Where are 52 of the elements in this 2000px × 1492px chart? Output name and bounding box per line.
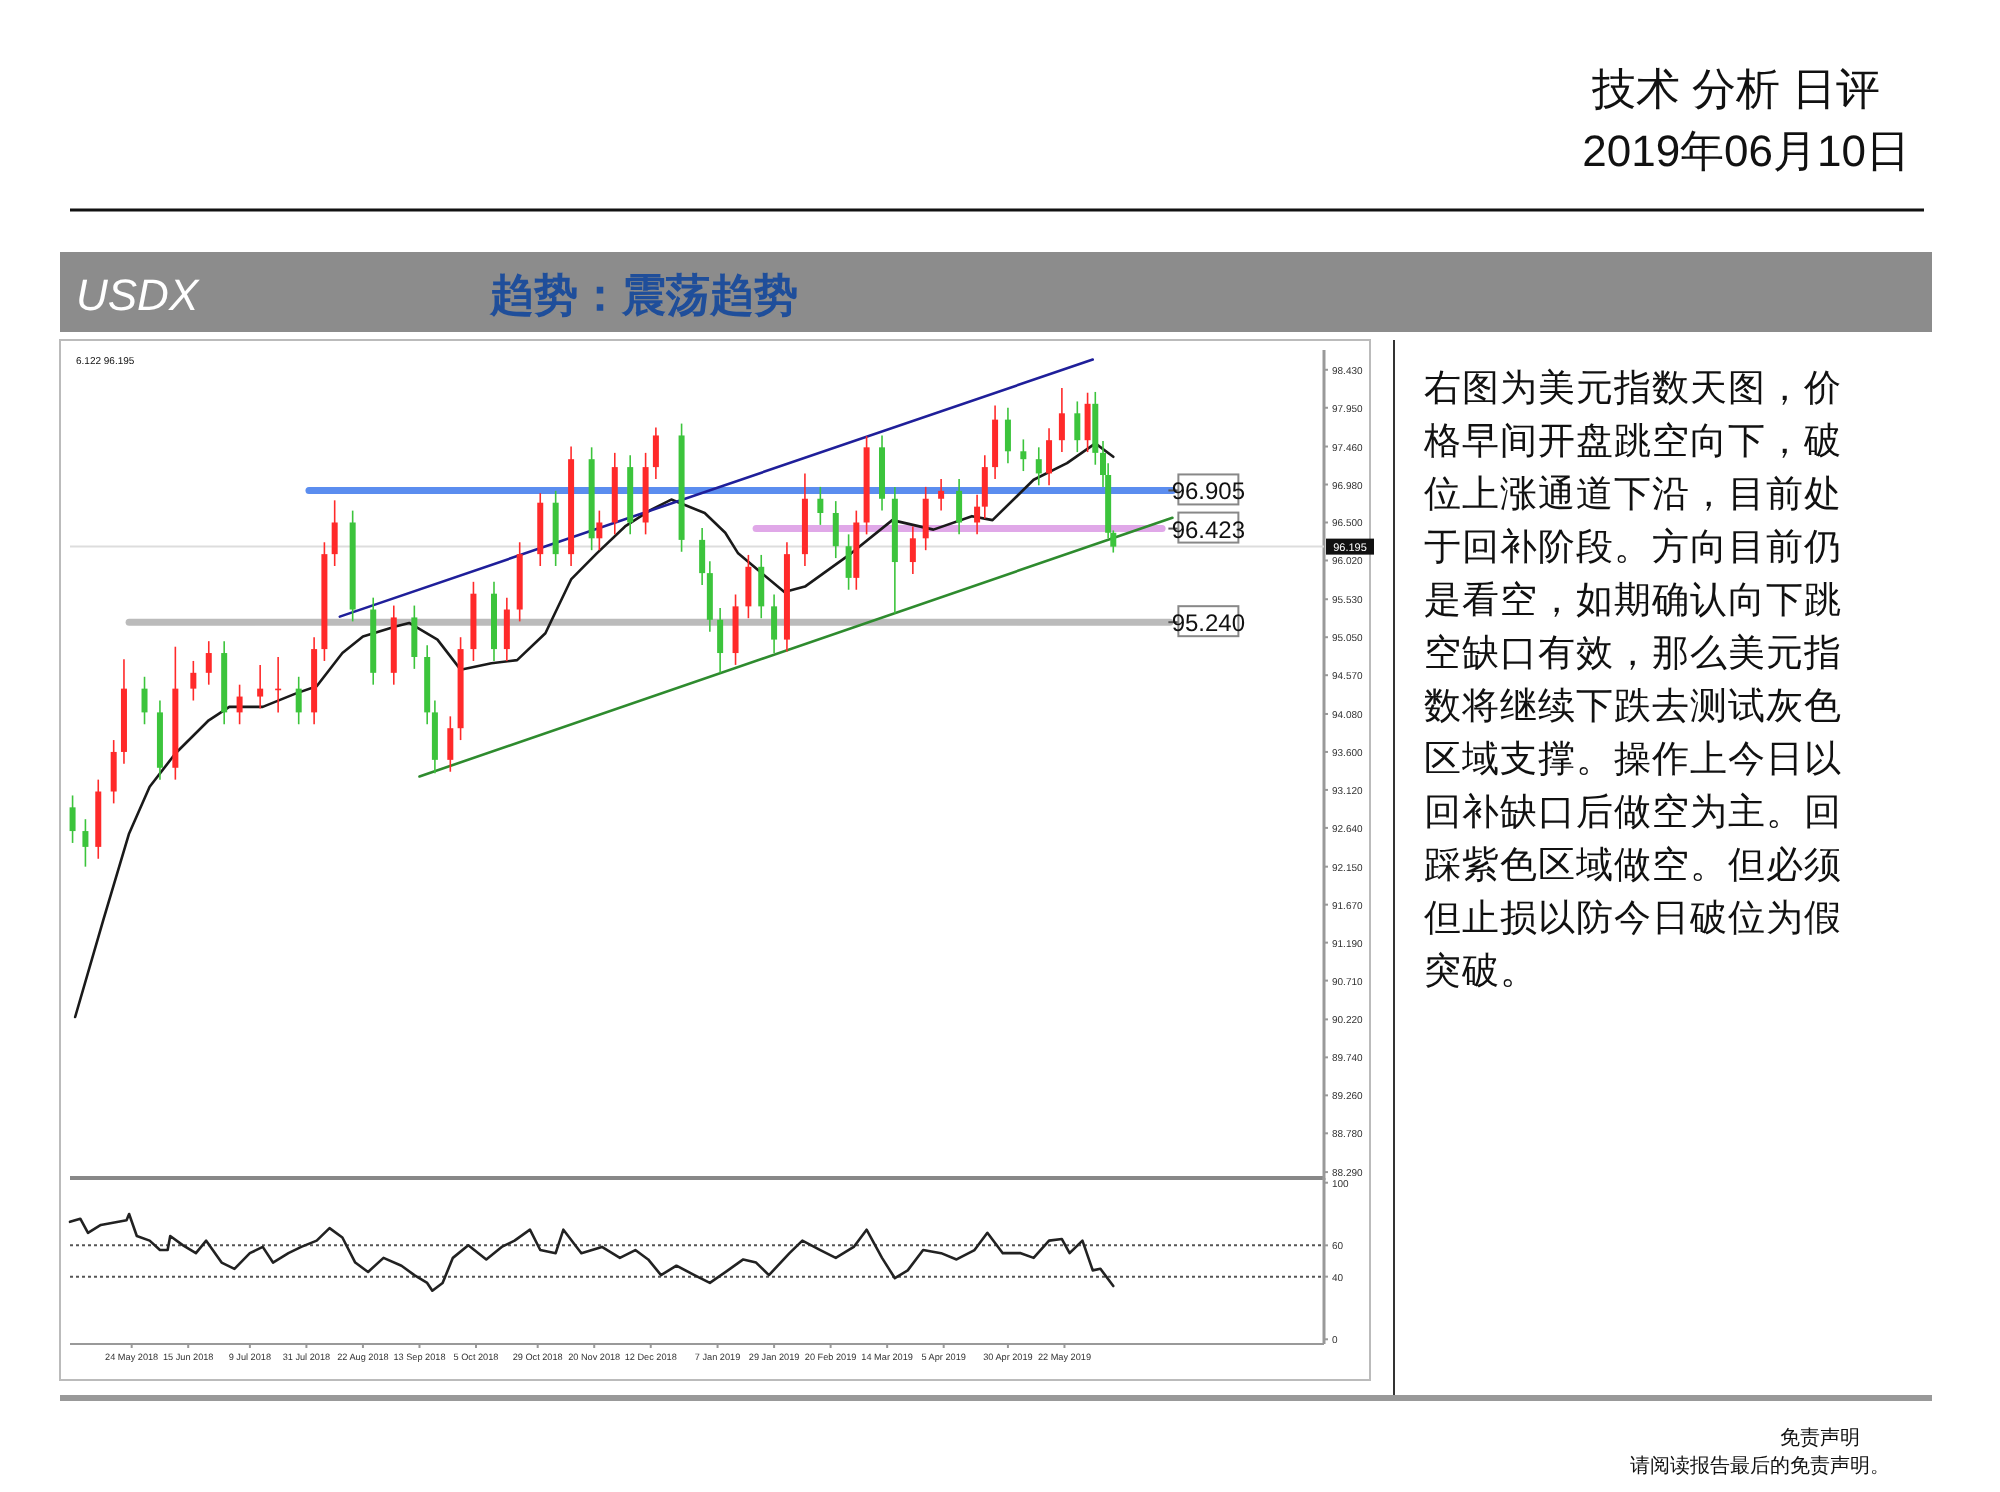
chart-title: USDX [76,270,201,320]
candlestick [1046,427,1053,487]
candlestick [190,660,197,702]
candlestick [1084,391,1091,453]
candlestick [1020,438,1027,472]
candlestick [431,699,438,775]
text: 技术 分析 日评 [1589,64,1880,114]
candlestick [922,486,929,551]
candlestick [817,486,824,526]
candlestick [981,454,988,520]
candlestick [706,560,713,633]
candlestick [771,593,778,654]
candlestick [745,554,752,620]
candlestick [652,426,659,480]
candlestick [411,604,418,670]
candlestick [205,640,212,686]
candlestick [295,675,302,726]
text: 请阅读报告最后的免责声明。 [1630,1454,1890,1478]
candlestick [141,675,148,726]
text: 右图为美元指数天图，价格早间开盘跳空向下，破位上涨通道下沿，目前处于回补阶段。方向目前仍是看空，如期确认向下跳空缺口有效，那么美元指数将继续下跌去测试灰色区域支撑。操作上今日以回补缺口后做空为主。回踩紫色区域做空。但必须但止损以防今日破位为假突破。 [1424,366,1842,991]
candlestick [82,818,89,868]
candlestick [331,499,338,567]
candlestick [447,715,454,773]
candlestick [1074,400,1081,453]
annotation: 96.905 [1171,477,1246,506]
candlestick [992,404,999,480]
candlestick [1058,387,1065,453]
candlestick [938,478,945,512]
candlestick [596,509,603,551]
candlestick [110,739,117,805]
candlestick [257,664,264,710]
candlestick [1035,446,1042,487]
candlestick [69,794,76,844]
candlestick [699,527,706,586]
candlestick [717,607,724,674]
line-series [73,442,1115,1019]
line-series [68,1212,1115,1293]
candlestick [236,683,243,726]
candlestick [832,500,839,559]
chart-subtitle: 趋势：震荡趋势 [488,270,798,320]
candlestick [503,596,510,662]
candlestick [974,494,981,536]
candlestick [758,554,765,620]
annotation: 95.240 [1171,609,1246,638]
candlestick [956,478,963,536]
candlestick [909,525,916,575]
text: 2019年06月10日 [1582,126,1910,176]
text: 免责声明 [1780,1426,1860,1450]
candlestick [1004,406,1011,464]
annotation: 96.423 [1171,515,1246,544]
candlestick [732,593,739,666]
candlestick [845,533,852,591]
